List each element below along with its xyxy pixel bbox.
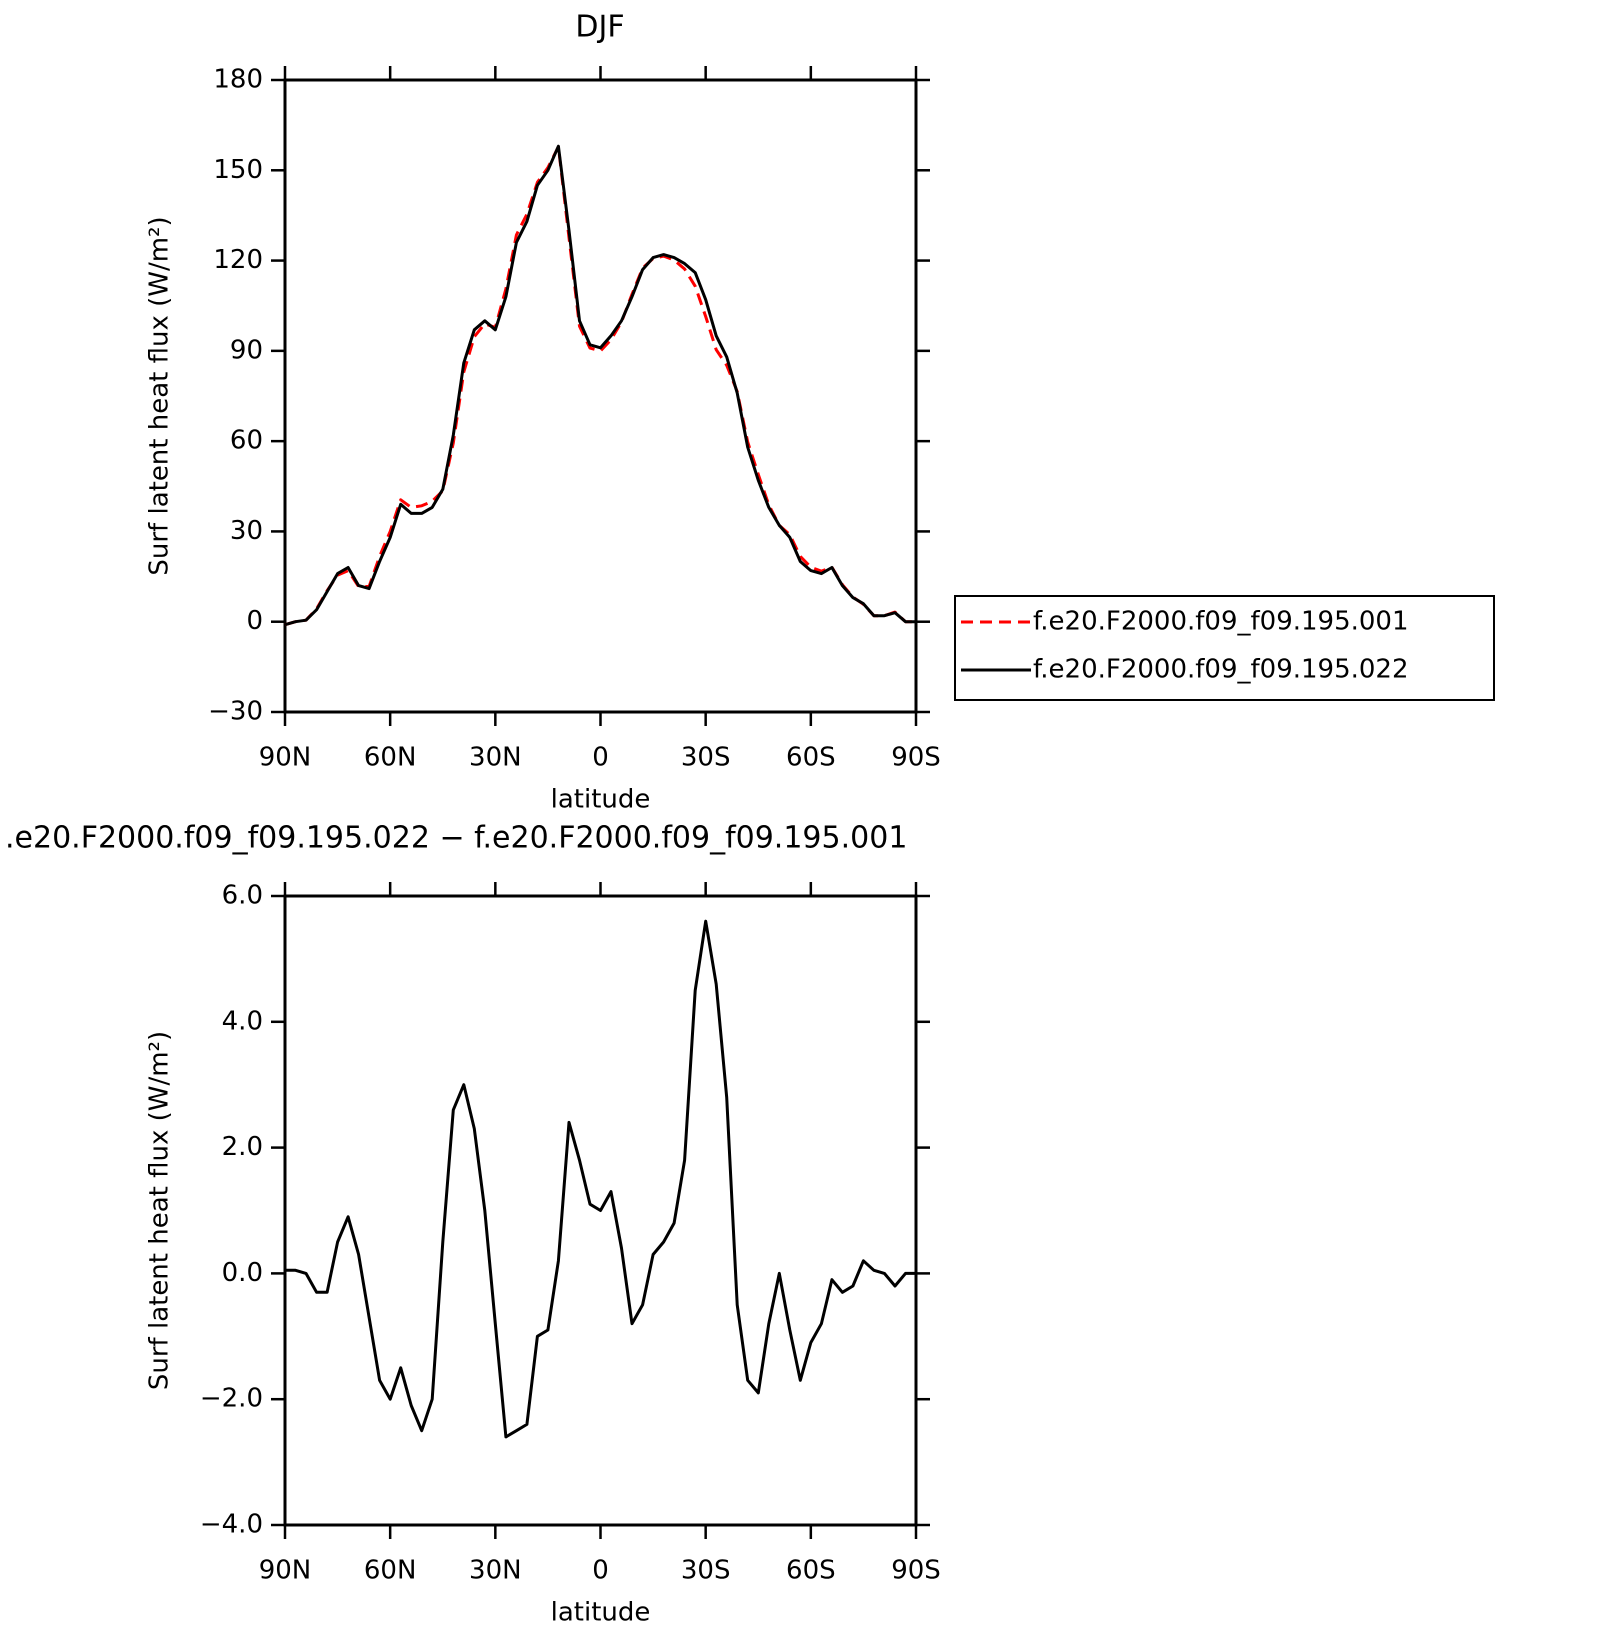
y-tick-label: −2.0 <box>200 1384 263 1414</box>
x-tick-label: 60S <box>786 1556 836 1586</box>
y-tick-label: 150 <box>213 155 263 185</box>
chart-title: .e20.F2000.f09_f09.195.022 − f.e20.F2000… <box>5 821 907 856</box>
y-tick-label: 30 <box>230 516 263 546</box>
x-tick-label: 60S <box>786 743 836 773</box>
x-tick-label: 90S <box>891 743 941 773</box>
legend-label: f.e20.F2000.f09_f09.195.001 <box>1033 607 1409 637</box>
data-line <box>284 145 916 627</box>
x-tick-label: 60N <box>364 743 417 773</box>
y-tick-label: 0.0 <box>222 1258 263 1288</box>
x-tick-label: 30N <box>469 1556 522 1586</box>
x-tick-label: 30S <box>681 743 731 773</box>
data-line <box>284 144 916 627</box>
x-tick-label: 0 <box>592 1556 609 1586</box>
x-tick-label: 0 <box>592 743 609 773</box>
plot-frame <box>283 78 918 714</box>
y-tick-label: 60 <box>230 426 263 456</box>
x-tick-label: 60N <box>364 1556 417 1586</box>
chart-title: DJF <box>575 10 624 45</box>
y-axis-label: Surf latent heat flux (W/m²) <box>145 1031 175 1390</box>
y-tick-label: 2.0 <box>222 1132 263 1162</box>
y-tick-label: −4.0 <box>200 1510 263 1540</box>
data-line <box>285 919 916 1439</box>
x-tick-label: 90S <box>891 1556 941 1586</box>
y-axis-label: Surf latent heat flux (W/m²) <box>145 216 175 575</box>
y-tick-label: 0 <box>246 606 263 636</box>
x-tick-label: 90N <box>259 1556 312 1586</box>
y-tick-label: −30 <box>208 697 263 727</box>
y-tick-label: 90 <box>230 335 263 365</box>
x-tick-label: 90N <box>259 743 312 773</box>
y-tick-label: 120 <box>213 245 263 275</box>
x-tick-label: 30S <box>681 1556 731 1586</box>
x-axis-label: latitude <box>551 1598 651 1628</box>
y-tick-label: 4.0 <box>222 1006 263 1036</box>
y-tick-label: 180 <box>213 65 263 95</box>
legend-box <box>954 595 1495 701</box>
x-axis-label: latitude <box>551 785 651 815</box>
y-tick-label: 6.0 <box>222 881 263 911</box>
legend-label: f.e20.F2000.f09_f09.195.022 <box>1033 655 1409 685</box>
x-tick-label: 30N <box>469 743 522 773</box>
